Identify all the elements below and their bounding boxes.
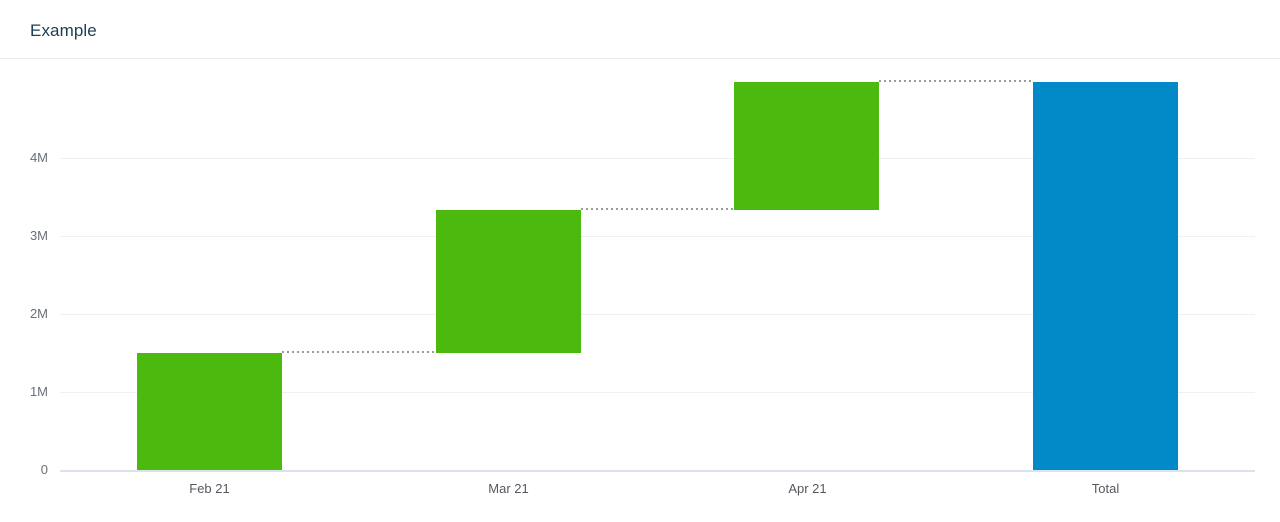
chart-title: Example [30,21,97,40]
connector-apr-21-to-total [879,80,1033,82]
y-tick-label-0: 0 [40,462,48,477]
y-tick-label-2m: 2M [29,306,48,321]
bar-apr-21[interactable] [734,82,879,210]
gridline-4m [60,158,1255,159]
bar-total[interactable] [1033,82,1178,470]
x-label-total: Total [1091,481,1120,496]
connector-mar-21-to-apr-21 [581,208,734,210]
y-tick-label-3m: 3M [29,228,48,243]
y-tick-label-1m: 1M [29,384,48,399]
x-axis-line [60,470,1255,472]
x-label-mar-21: Mar 21 [488,481,529,496]
gridline-2m [60,314,1255,315]
x-label-feb-21: Feb 21 [189,481,230,496]
bar-feb-21[interactable] [137,353,282,470]
header-divider [0,58,1280,59]
y-tick-label-4m: 4M [29,150,48,165]
bar-mar-21[interactable] [436,210,581,353]
gridline-3m [60,236,1255,237]
gridline-1m [60,392,1255,393]
x-label-apr-21: Apr 21 [788,481,827,496]
connector-feb-21-to-mar-21 [282,351,436,353]
